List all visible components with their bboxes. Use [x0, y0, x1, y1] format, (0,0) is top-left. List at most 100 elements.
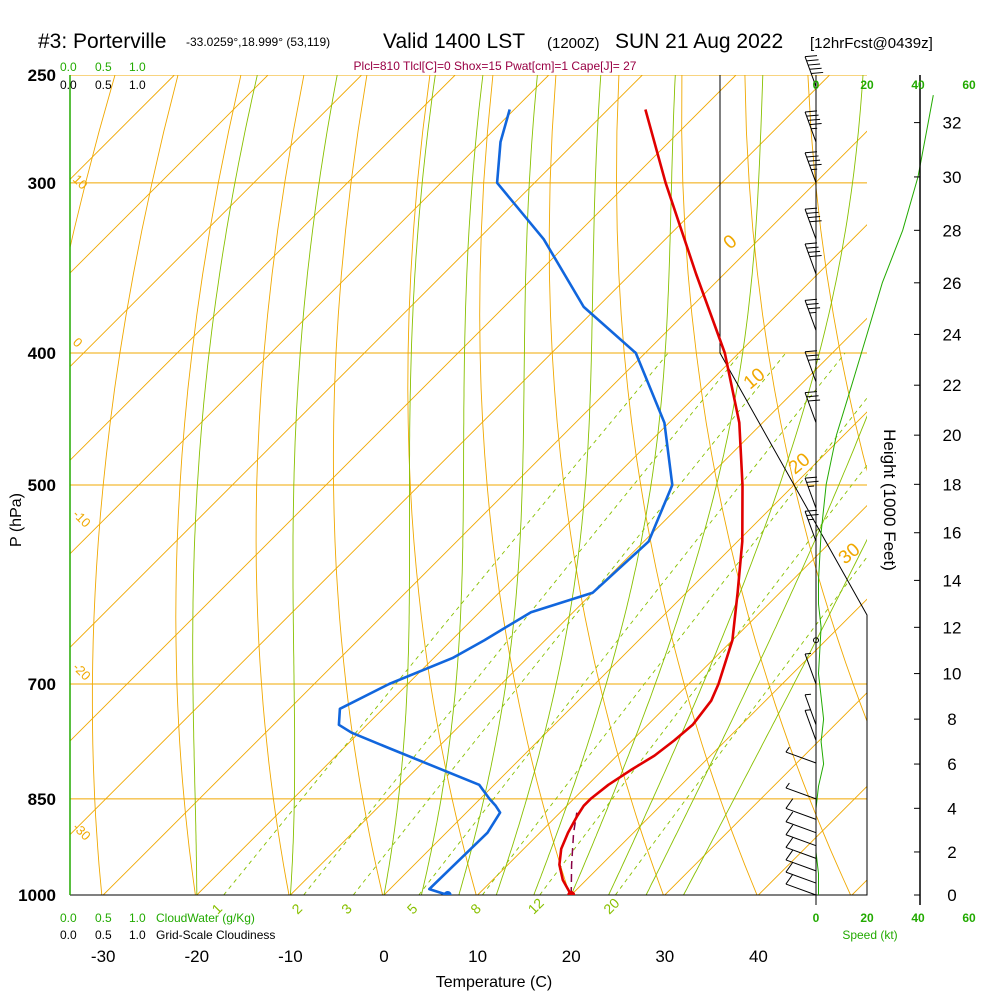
barb-flag: [806, 480, 819, 483]
tropopause-outline: [70, 75, 868, 896]
wind-barb: [804, 350, 821, 383]
barb-flag: [808, 358, 821, 361]
pressure-tick-label: 400: [28, 344, 56, 363]
barb-shaft: [804, 243, 817, 275]
temperature-tick-label: 30: [655, 947, 674, 966]
barb-flag: [809, 311, 816, 314]
barb-flag: [805, 476, 818, 479]
height-tick-label: 6: [947, 755, 956, 774]
mixing-ratio-line: [418, 352, 846, 895]
barb-flag: [805, 207, 818, 210]
barb-shaft: [785, 807, 817, 820]
barb-flag: [806, 302, 819, 306]
isotherm-line: [70, 75, 362, 368]
isotherm-line: [290, 317, 867, 895]
barb-flag: [806, 155, 819, 158]
isotherm-line: [102, 130, 867, 895]
barb-flag: [805, 652, 812, 655]
barb-flag: [809, 67, 822, 70]
y2-axis-title: Height (1000 Feet): [880, 429, 899, 571]
barb-flag: [811, 71, 824, 74]
barb-flag: [785, 837, 794, 848]
barb-flag: [805, 55, 818, 58]
barb-shaft: [785, 751, 817, 764]
wind-barb: [785, 811, 817, 834]
cloudwater-scale-top: 0.0 0.5 1.0 0.0 0.5 1.0: [60, 60, 146, 92]
mixing-ratio-line: [482, 397, 867, 895]
barb-shaft: [804, 111, 817, 143]
barb-shaft: [785, 787, 817, 800]
wind-barb: [785, 746, 817, 764]
barb-flag: [808, 399, 821, 402]
wind-barb: [804, 55, 824, 87]
barb-flag: [805, 693, 812, 696]
barb-flag: [806, 395, 819, 398]
barb-flag: [805, 298, 818, 301]
speed-tick: 40: [911, 78, 925, 92]
isotherm-line: [70, 75, 643, 649]
barb-flag: [808, 518, 815, 521]
barb-shaft: [804, 300, 817, 331]
wind-barb: [785, 782, 817, 800]
mixing-ratio-line: [539, 464, 867, 895]
cloudiness-tick: 0.5: [95, 928, 112, 942]
height-tick-label: 12: [943, 618, 962, 637]
mixing-ratio-line: [352, 352, 787, 895]
height-tick-label: 20: [943, 426, 962, 445]
temperature-tick-label: 10: [468, 947, 487, 966]
barb-flag: [806, 59, 819, 62]
speed-scale-top: 0 20 40 60: [813, 78, 976, 92]
pressure-tick-label: 500: [28, 476, 56, 495]
cloudwater-tick: 1.0: [129, 60, 146, 74]
cloudiness-tick: 1.0: [129, 78, 146, 92]
forecast-info: [12hrFcst@0439z]: [810, 35, 933, 52]
wind-barb: [785, 873, 817, 896]
x-axis-title: Temperature (C): [436, 974, 552, 991]
temperature-tick-label: 20: [562, 947, 581, 966]
moist-adiabat: [533, 75, 676, 895]
temperature-tick-label: -30: [91, 947, 116, 966]
isotherm-line: [70, 75, 269, 274]
height-tick-label: 2: [947, 843, 956, 862]
speed-tick: 60: [962, 78, 976, 92]
isotherm-line: [477, 504, 867, 895]
cloudwater-tick: 0.5: [95, 60, 112, 74]
height-tick-label: 4: [947, 799, 956, 818]
dry-adiabat: [407, 75, 477, 895]
barb-flag: [785, 861, 794, 873]
cloudwater-label: CloudWater (g/Kg): [156, 911, 255, 925]
station-title: #3: Porterville: [38, 30, 166, 53]
barb-flag: [805, 151, 818, 154]
dry-adiabat: [479, 75, 571, 895]
pressure-tick-label: 1000: [18, 886, 56, 905]
height-tick-label: 16: [943, 524, 962, 543]
barb-shaft: [804, 710, 817, 741]
forecast-date: SUN 21 Aug 2022: [615, 30, 783, 53]
barb-shaft: [804, 351, 817, 383]
y-axis-title: P (hPa): [8, 493, 25, 547]
height-tick-label: 32: [943, 114, 962, 133]
wind-barb: [804, 298, 821, 331]
barb-shaft: [785, 871, 817, 884]
height-tick-label: 26: [943, 274, 962, 293]
grid-lines: [70, 75, 867, 895]
moist-adiabat: [608, 75, 864, 895]
height-tick-label: 30: [943, 168, 962, 187]
pressure-tick-label: 700: [28, 675, 56, 694]
height-tick-label: 18: [943, 475, 962, 494]
dry-adiabat: [807, 75, 867, 472]
pressure-tick-label: 300: [28, 174, 56, 193]
cloudiness-tick: 0.5: [95, 78, 112, 92]
speed-tick: 60: [962, 911, 976, 925]
station-coords: -33.0259°,18.999° (53,119): [186, 35, 330, 49]
barb-flag: [805, 350, 818, 353]
speed-axis-label: Speed (kt): [842, 928, 897, 942]
cloudwater-tick: 0.0: [60, 911, 77, 925]
parcel-curve: [570, 812, 578, 895]
barb-shaft: [785, 883, 817, 896]
dry-adiabat: [175, 75, 242, 895]
wind-barb: [804, 509, 819, 542]
cloudiness-tick: 0.0: [60, 78, 77, 92]
barb-shaft: [804, 694, 817, 726]
